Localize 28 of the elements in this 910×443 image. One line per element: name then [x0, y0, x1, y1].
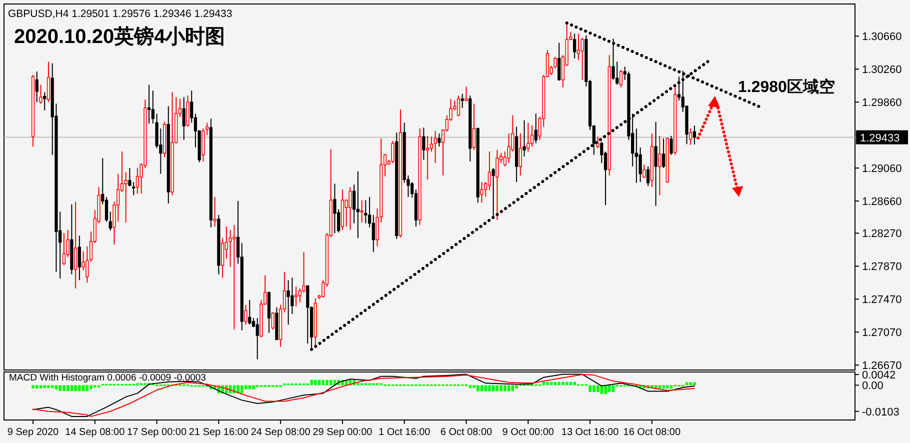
text: 2020.10.20英镑4小时图 — [14, 25, 226, 48]
x-tick-label: 29 Sep 00:00 — [312, 427, 373, 438]
annotation: 1.2980区域空 — [738, 78, 835, 96]
y-tick-label: 1.28270 — [862, 228, 902, 240]
x-tick-label: 24 Sep 08:00 — [250, 427, 311, 438]
y-tick-label: 1.30660 — [862, 31, 902, 44]
x-tick-label: 13 Oct 16:00 — [561, 427, 620, 438]
x-tick-label: 14 Sep 08:00 — [65, 427, 126, 438]
ref-line-label: 1.29433 — [860, 132, 900, 144]
y-tick-label: 1.29860 — [862, 97, 902, 110]
y-tick-label: 1.28660 — [862, 196, 902, 208]
y-tick-label: -0.0103 — [862, 406, 900, 418]
x-tick-label: 6 Oct 08:00 — [440, 427, 493, 438]
y-tick-label: 1.27070 — [862, 327, 902, 340]
chart-title: MACD With Histogram 0.0006 -0.0009 -0.0003 — [9, 372, 206, 384]
x-tick-label: 17 Sep 00:00 — [127, 427, 187, 438]
y-tick-label: 0.0042 — [862, 370, 896, 382]
y-tick-label: 1.27470 — [862, 294, 902, 306]
y-tick-label: 1.30260 — [862, 64, 902, 76]
x-tick-label: 9 Oct 00:00 — [502, 427, 554, 438]
x-tick-label: 21 Sep 16:00 — [188, 427, 249, 438]
x-tick-label: 1 Oct 16:00 — [378, 427, 431, 438]
x-tick-label: 16 Oct 08:00 — [623, 427, 681, 438]
chart-subtitle: GBPUSD,H4 1.29501 1.29576 1.29346 1.29433 — [8, 8, 232, 20]
y-tick-label: 1.27870 — [862, 261, 902, 274]
x-tick-label: 9 Sep 2020 — [7, 427, 60, 438]
y-tick-label: 1.29060 — [862, 163, 902, 176]
y-tick-label: 0.00 — [862, 380, 884, 392]
